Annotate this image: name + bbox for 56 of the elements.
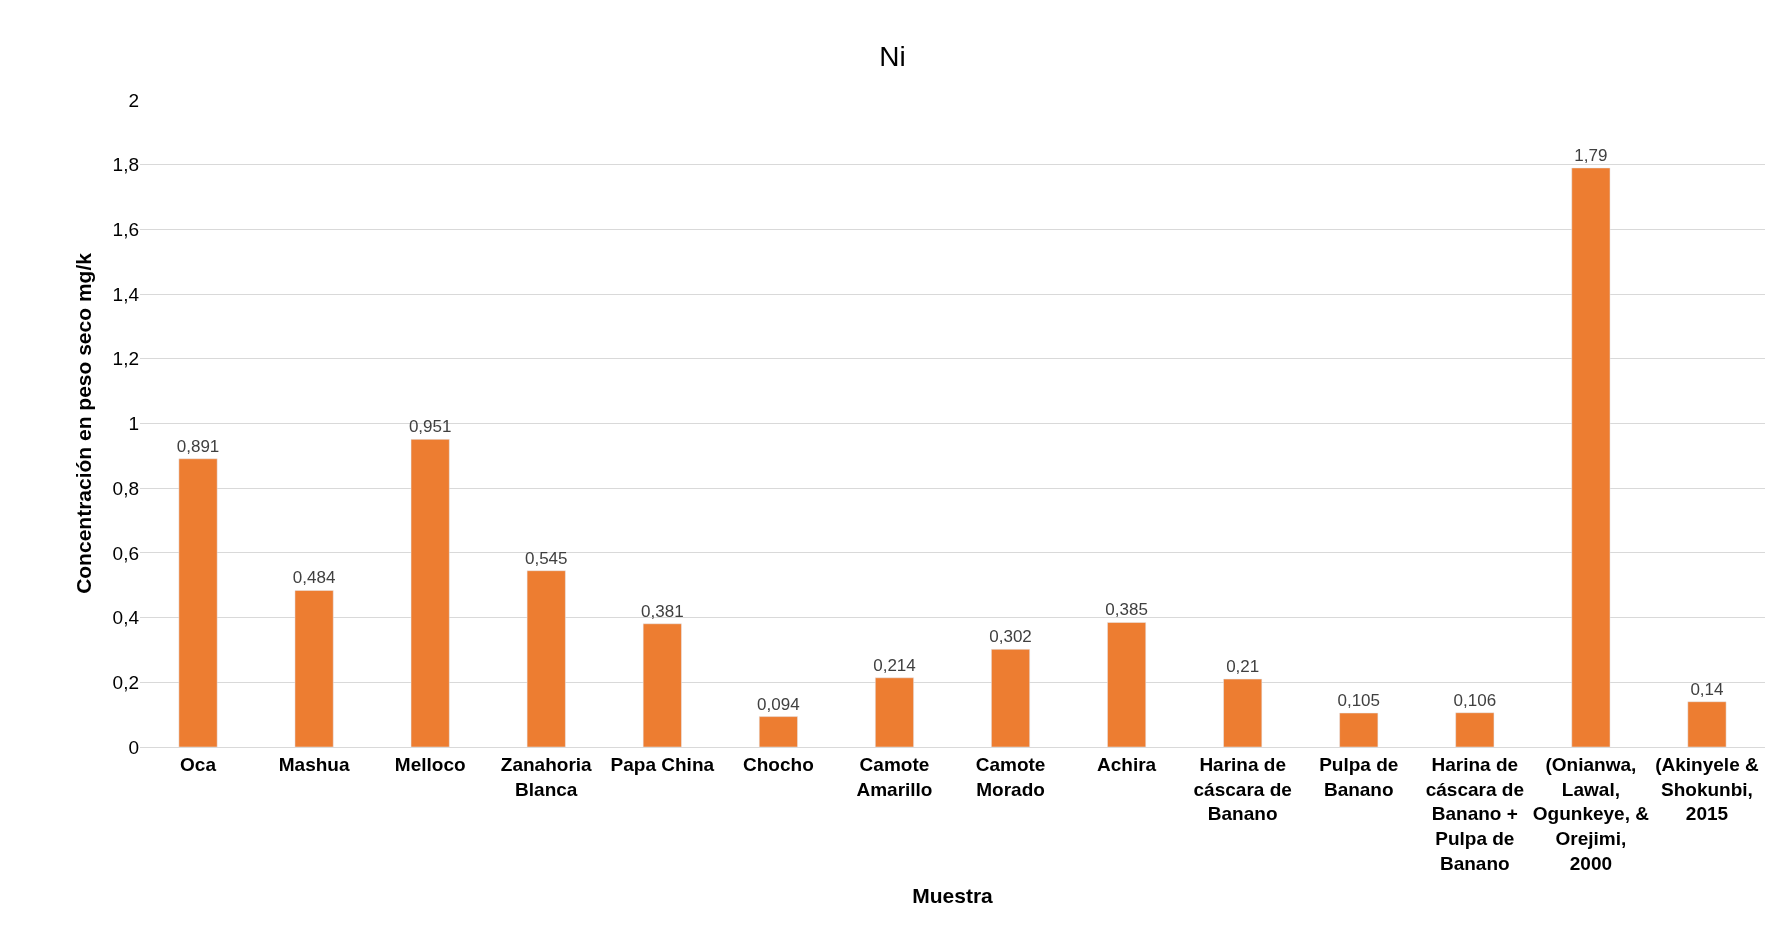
x-tick-label: Zanahoria Blanca xyxy=(500,753,593,800)
x-tick-label: Melloco xyxy=(394,753,466,775)
data-label: 0,14 xyxy=(1690,679,1724,699)
bar xyxy=(1223,678,1263,747)
x-axis-title: Muestra xyxy=(912,883,994,907)
bar xyxy=(526,570,566,747)
bar xyxy=(991,649,1030,747)
y-tick-label: 1,6 xyxy=(112,219,139,241)
x-tick-label: (Onianwa, Lawal, Ogunkeye, & Orejimi, 2000 xyxy=(1532,753,1650,874)
x-tick-label: Chocho xyxy=(743,753,814,775)
data-label: 0,951 xyxy=(408,417,452,437)
data-label: 0,094 xyxy=(757,694,800,714)
y-tick-label: 2 xyxy=(128,89,139,111)
data-label: 0,21 xyxy=(1226,657,1260,677)
y-tick-label: 1,8 xyxy=(112,154,139,176)
bar xyxy=(1571,167,1611,747)
bar xyxy=(1687,701,1727,747)
x-tick-label: Harina de cáscara de Banano + Pulpa de Banano xyxy=(1425,753,1524,874)
y-tick-label: 1,4 xyxy=(112,283,140,305)
bar xyxy=(875,677,914,747)
bar xyxy=(758,716,798,747)
y-tick-label: 1,2 xyxy=(112,348,139,370)
x-tick-label: Camote Morado xyxy=(975,753,1046,800)
data-label: 0,302 xyxy=(989,627,1032,647)
bar xyxy=(642,623,682,747)
y-tick-label: 0,8 xyxy=(112,477,139,499)
data-label: 0,545 xyxy=(524,548,568,568)
bar xyxy=(1107,622,1147,747)
bar xyxy=(1339,712,1379,747)
y-tick-label: 1 xyxy=(128,413,139,435)
data-label: 0,381 xyxy=(641,601,684,621)
y-tick-label: 0,4 xyxy=(112,607,140,629)
x-tick-label: Achira xyxy=(1097,753,1157,775)
x-tick-label: Harina de cáscara de Banano xyxy=(1193,753,1292,825)
data-label: 0,891 xyxy=(176,436,220,456)
chart-title: Ni xyxy=(879,41,906,73)
x-tick-label: Mashua xyxy=(278,753,350,775)
x-tick-label: Camote Amarillo xyxy=(856,753,933,800)
y-tick-label: 0,6 xyxy=(112,542,139,564)
data-label: 0,385 xyxy=(1105,600,1148,620)
x-tick-label: (Akinyele & Shokunbi, 2015 xyxy=(1655,753,1759,825)
y-tick-label: 0,2 xyxy=(112,671,139,693)
y-tick-label: 0 xyxy=(128,736,139,758)
x-tick-label: Oca xyxy=(180,753,217,775)
data-label: 0,214 xyxy=(873,655,916,675)
x-tick-label: Pulpa de Banano xyxy=(1319,753,1399,800)
y-axis-title: Concentración en peso seco mg/k xyxy=(71,252,95,594)
bar xyxy=(410,439,450,747)
bar xyxy=(1455,712,1495,747)
bar xyxy=(178,458,218,747)
bar xyxy=(294,590,334,747)
data-label: 0,105 xyxy=(1337,691,1381,711)
data-label: 1,79 xyxy=(1574,145,1608,165)
data-label: 0,484 xyxy=(292,568,336,588)
data-label: 0,106 xyxy=(1453,690,1497,710)
x-tick-label: Papa China xyxy=(610,753,715,775)
